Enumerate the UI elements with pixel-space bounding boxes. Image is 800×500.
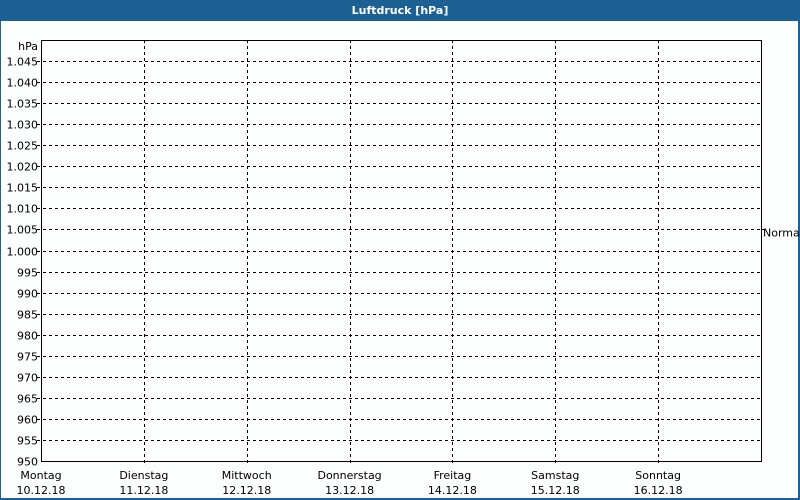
y-axis-unit-label: hPa [18, 40, 38, 53]
chart-background [1, 21, 798, 498]
y-tick-label: 1.015 [7, 182, 39, 195]
y-tick-label: 1.010 [7, 203, 39, 216]
y-tick-label: 995 [17, 267, 38, 280]
y-tick-label: 950 [17, 456, 38, 469]
x-tick-day: Donnerstag [317, 469, 381, 482]
x-tick-date: 14.12.18 [428, 484, 477, 497]
y-tick-label: 1.045 [7, 56, 39, 69]
x-tick-day: Dienstag [119, 469, 168, 482]
x-tick-date: 16.12.18 [634, 484, 683, 497]
x-tick-day: Sonntag [635, 469, 681, 482]
y-tick-label: 1.035 [7, 98, 39, 111]
y-tick-label: 1.030 [7, 119, 39, 132]
y-tick-label: 970 [17, 372, 38, 385]
y-tick-label: 960 [17, 414, 38, 427]
x-tick-date: 15.12.18 [531, 484, 580, 497]
x-tick-day: Montag [20, 469, 61, 482]
x-tick-date: 11.12.18 [119, 484, 168, 497]
y-tick-label: 1.025 [7, 140, 39, 153]
window-title: Luftdruck [hPa] [0, 0, 800, 21]
y-tick-label: 1.000 [7, 246, 39, 259]
x-tick-date: 10.12.18 [17, 484, 66, 497]
y-tick-label: 1.005 [7, 224, 39, 237]
y-tick-label: 990 [17, 288, 38, 301]
x-tick-day: Freitag [434, 469, 472, 482]
y-tick-label: 1.040 [7, 77, 39, 90]
reference-label: Normal [763, 227, 800, 240]
y-tick-label: 980 [17, 330, 38, 343]
y-tick-label: 985 [17, 309, 38, 322]
plot-frame [41, 40, 762, 462]
x-tick-day: Mittwoch [222, 469, 272, 482]
y-tick-label: 975 [17, 351, 38, 364]
x-tick-date: 13.12.18 [325, 484, 374, 497]
x-tick-day: Samstag [531, 469, 579, 482]
y-tick-label: 1.020 [7, 161, 39, 174]
y-tick-label: 955 [17, 435, 38, 448]
x-tick-date: 12.12.18 [222, 484, 271, 497]
y-tick-label: 965 [17, 393, 38, 406]
